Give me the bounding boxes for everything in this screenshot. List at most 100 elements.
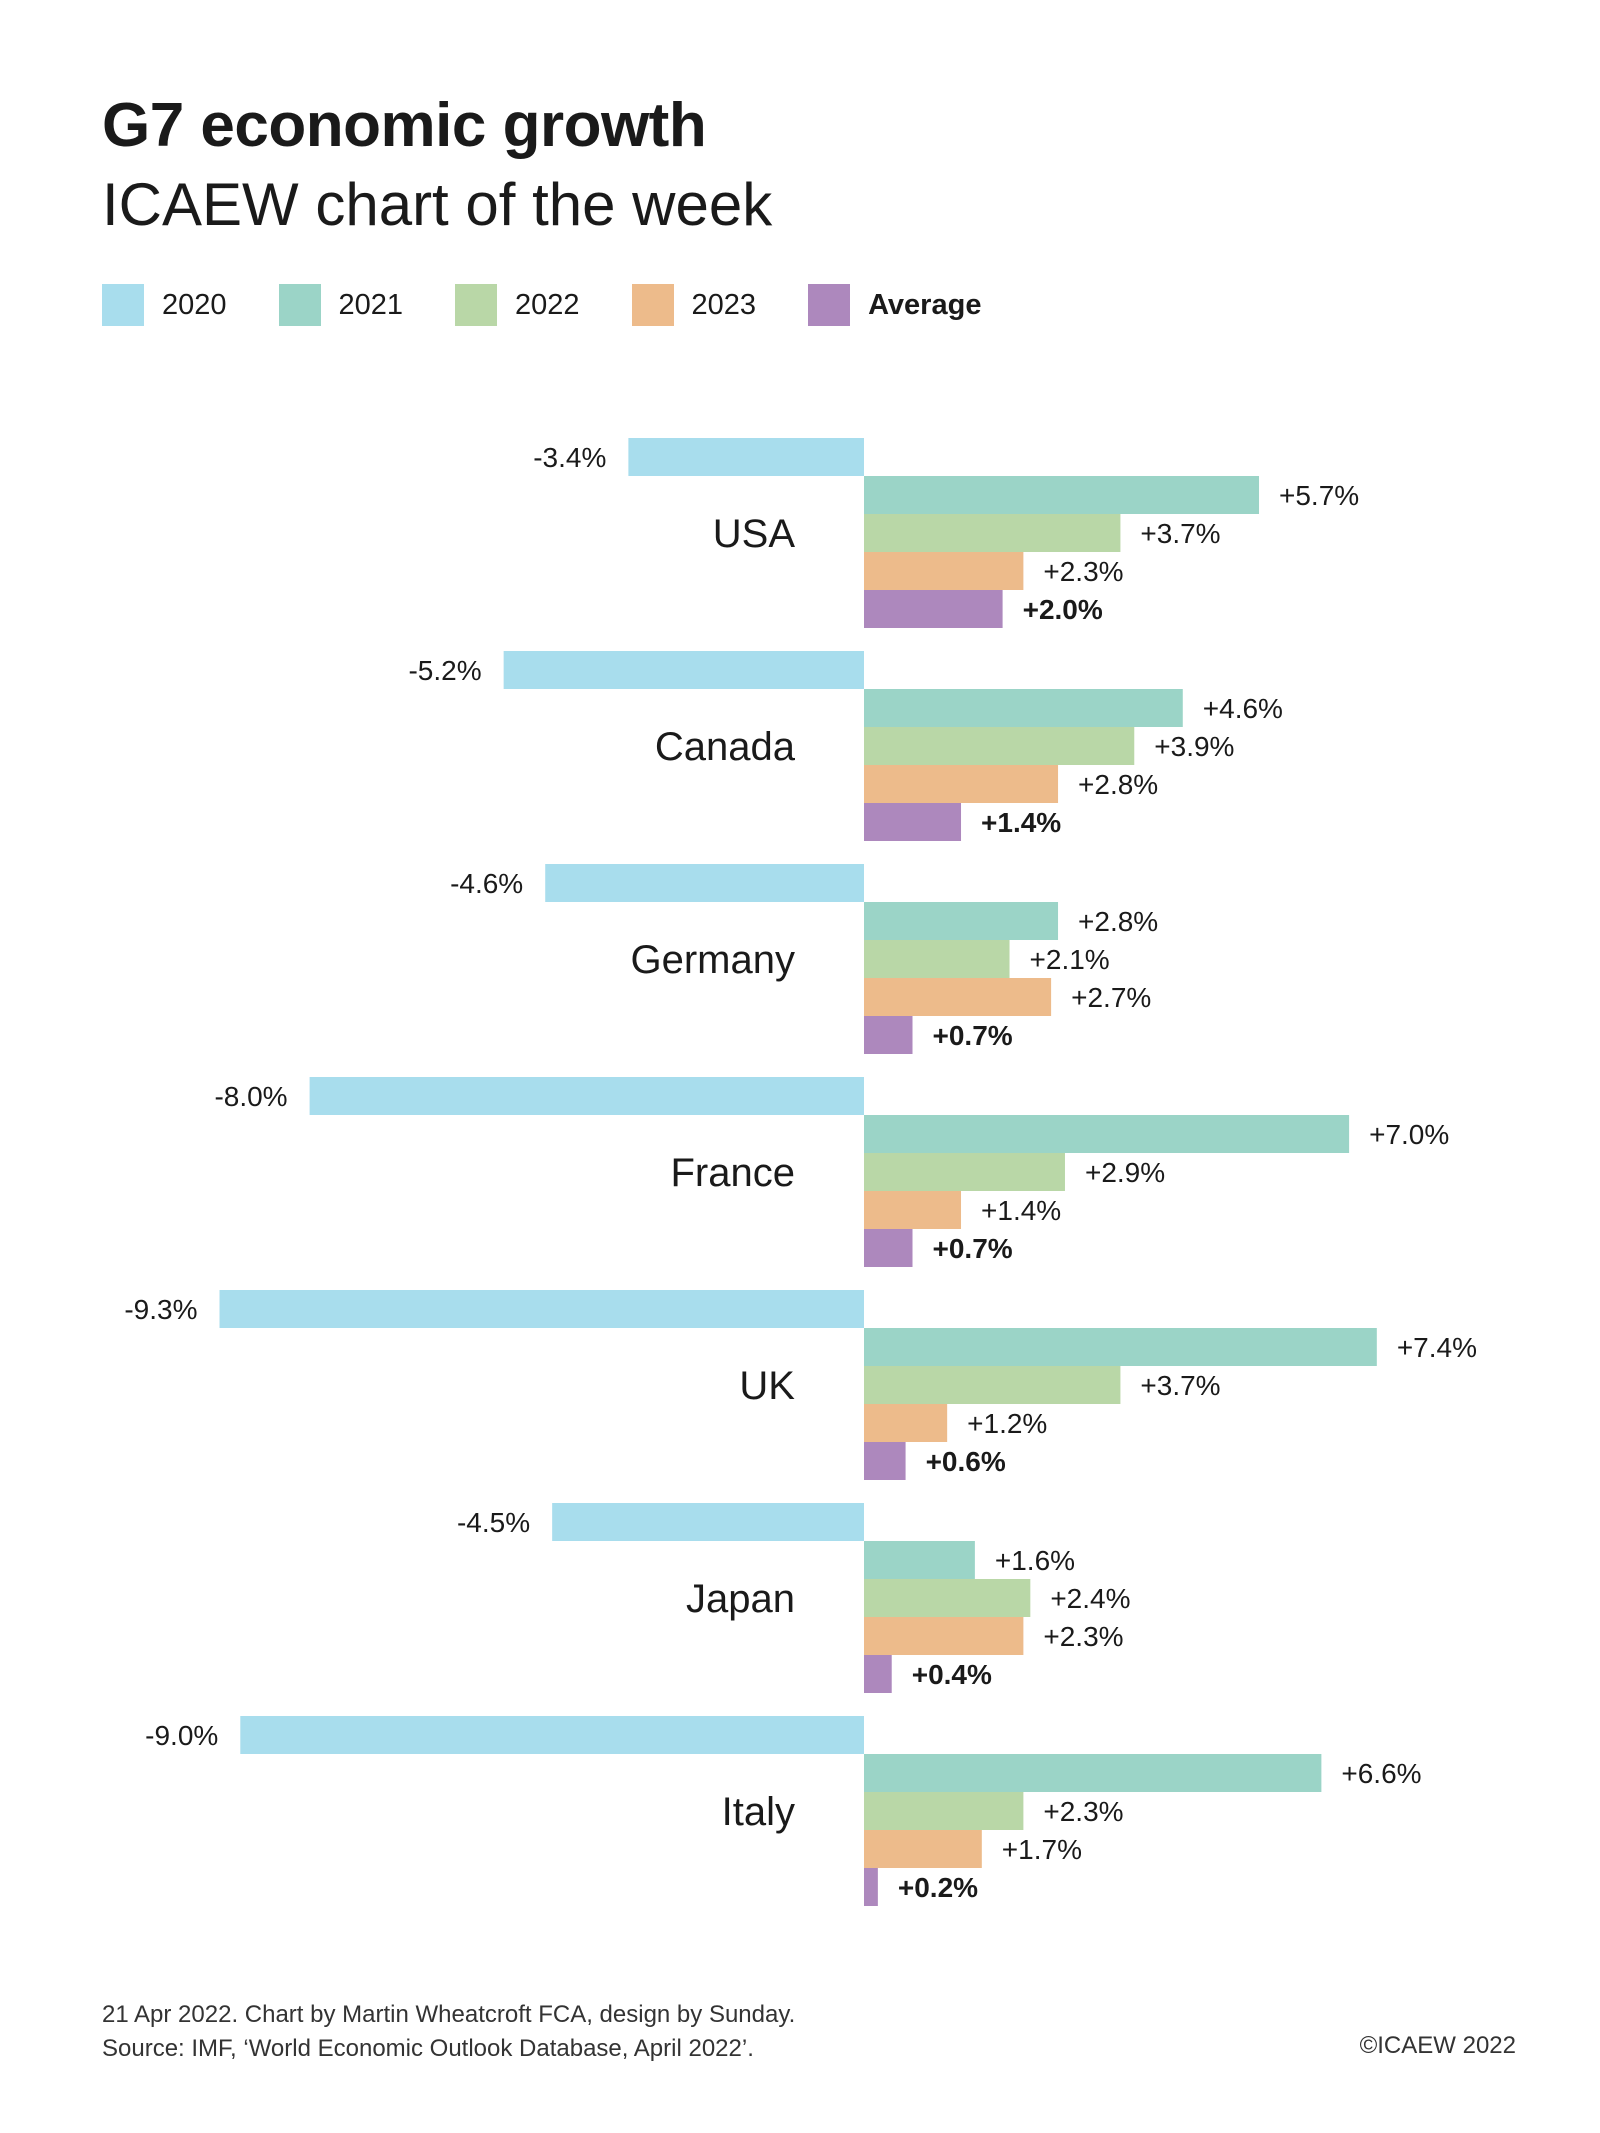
value-label-italy-2022: +2.3%	[1043, 1796, 1123, 1827]
value-label-italy-average: +0.2%	[898, 1872, 978, 1903]
chart-subtitle: ICAEW chart of the week	[102, 171, 773, 238]
bar-france-2022	[864, 1153, 1065, 1191]
bar-japan-2023	[864, 1617, 1024, 1655]
bar-germany-average	[864, 1016, 913, 1054]
legend-swatch-2021	[278, 284, 321, 326]
country-label-germany: Germany	[631, 938, 796, 982]
bar-uk-2023	[864, 1404, 948, 1442]
copyright: ©ICAEW 2022	[1359, 2032, 1516, 2059]
bar-canada-average	[864, 803, 962, 841]
bar-canada-2020	[503, 651, 864, 689]
value-label-japan-average: +0.4%	[912, 1659, 992, 1690]
footer: 21 Apr 2022. Chart by Martin Wheatcroft …	[102, 1998, 795, 2066]
value-label-italy-2021: +6.6%	[1341, 1758, 1421, 1789]
legend-swatch-2023	[631, 284, 674, 326]
value-label-uk-2022: +3.7%	[1140, 1370, 1220, 1401]
bar-italy-2020	[240, 1716, 865, 1754]
value-label-uk-average: +0.6%	[926, 1446, 1006, 1477]
bar-canada-2023	[864, 765, 1059, 803]
value-label-usa-2020: -3.4%	[533, 442, 606, 473]
bar-usa-average	[864, 590, 1003, 628]
bar-japan-2021	[864, 1541, 975, 1579]
bar-japan-2020	[552, 1503, 864, 1541]
footer-source: Source: IMF, ‘World Economic Outlook Dat…	[102, 2035, 754, 2062]
bar-uk-average	[864, 1442, 906, 1480]
country-label-canada: Canada	[655, 725, 796, 769]
bar-france-average	[864, 1229, 913, 1267]
value-label-germany-2022: +2.1%	[1030, 944, 1110, 975]
legend-swatch-2020	[102, 284, 144, 326]
value-label-usa-2023: +2.3%	[1043, 556, 1123, 587]
value-label-japan-2020: -4.5%	[457, 1507, 530, 1538]
bar-japan-average	[864, 1655, 892, 1693]
value-label-germany-2021: +2.8%	[1078, 906, 1158, 937]
legend: 2020 2021 2022 2023 Average	[102, 284, 1033, 326]
value-label-usa-2022: +3.7%	[1140, 518, 1220, 549]
bar-uk-2021	[864, 1328, 1377, 1366]
chart-title: G7 economic growth	[102, 91, 707, 160]
value-label-france-2020: -8.0%	[214, 1081, 287, 1112]
value-label-uk-2021: +7.4%	[1397, 1332, 1477, 1363]
value-label-italy-2023: +1.7%	[1002, 1834, 1082, 1865]
bar-uk-2022	[864, 1366, 1121, 1404]
value-label-uk-2023: +1.2%	[967, 1408, 1047, 1439]
value-label-france-2021: +7.0%	[1369, 1119, 1449, 1150]
country-label-italy: Italy	[722, 1790, 795, 1834]
country-label-france: France	[671, 1151, 796, 1195]
legend-item-2021: 2021	[278, 284, 404, 326]
value-label-japan-2021: +1.6%	[995, 1545, 1075, 1576]
value-label-germany-average: +0.7%	[933, 1020, 1013, 1051]
value-label-canada-2023: +2.8%	[1078, 769, 1158, 800]
value-label-canada-2020: -5.2%	[408, 655, 481, 686]
value-label-japan-2022: +2.4%	[1050, 1583, 1130, 1614]
bar-italy-2022	[864, 1792, 1024, 1830]
value-label-usa-2021: +5.7%	[1279, 480, 1359, 511]
bar-italy-average	[864, 1868, 878, 1906]
value-label-usa-average: +2.0%	[1023, 594, 1103, 625]
country-label-uk: UK	[739, 1364, 795, 1408]
bar-italy-2023	[864, 1830, 982, 1868]
value-label-uk-2020: -9.3%	[124, 1294, 197, 1325]
legend-item-average: Average	[808, 284, 981, 326]
bar-italy-2021	[864, 1754, 1322, 1792]
legend-item-2022: 2022	[455, 284, 580, 326]
value-label-germany-2020: -4.6%	[450, 868, 523, 899]
bar-germany-2020	[545, 864, 864, 902]
legend-label-2021: 2021	[338, 288, 404, 321]
legend-item-2023: 2023	[631, 284, 757, 326]
value-label-japan-2023: +2.3%	[1043, 1621, 1123, 1652]
value-label-france-2023: +1.4%	[981, 1195, 1061, 1226]
value-label-canada-average: +1.4%	[981, 807, 1061, 838]
value-label-canada-2022: +3.9%	[1154, 731, 1234, 762]
bar-usa-2021	[864, 476, 1260, 514]
bar-canada-2022	[864, 727, 1135, 765]
value-label-italy-2020: -9.0%	[145, 1720, 218, 1751]
value-label-france-2022: +2.9%	[1085, 1157, 1165, 1188]
bar-japan-2022	[864, 1579, 1031, 1617]
bar-france-2023	[864, 1191, 962, 1229]
value-label-canada-2021: +4.6%	[1203, 693, 1283, 724]
legend-label-average: Average	[868, 288, 982, 321]
bar-uk-2020	[219, 1290, 864, 1328]
legend-swatch-average	[808, 284, 851, 326]
legend-label-2022: 2022	[515, 288, 580, 321]
bar-france-2021	[864, 1115, 1350, 1153]
country-label-usa: USA	[713, 512, 796, 556]
legend-label-2020: 2020	[162, 288, 227, 321]
value-label-germany-2023: +2.7%	[1071, 982, 1151, 1013]
footer-credit: 21 Apr 2022. Chart by Martin Wheatcroft …	[102, 2001, 796, 2028]
country-label-japan: Japan	[686, 1577, 795, 1621]
bar-germany-2022	[864, 940, 1010, 978]
bar-usa-2022	[864, 514, 1121, 552]
value-label-france-average: +0.7%	[933, 1233, 1013, 1264]
bar-germany-2023	[864, 978, 1052, 1016]
legend-label-2023: 2023	[691, 288, 757, 321]
bar-germany-2021	[864, 902, 1059, 940]
bar-usa-2023	[864, 552, 1024, 590]
bar-usa-2020	[628, 438, 864, 476]
legend-item-2020: 2020	[102, 284, 227, 326]
bar-canada-2021	[864, 689, 1183, 727]
bar-france-2020	[309, 1077, 865, 1115]
